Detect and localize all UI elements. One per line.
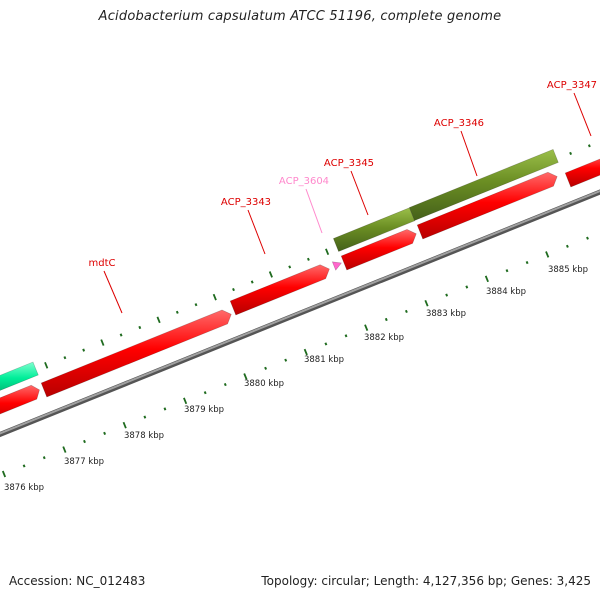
lower-tick bbox=[243, 373, 248, 380]
lower-tick bbox=[324, 342, 328, 346]
lower-tick bbox=[42, 456, 46, 460]
gene-label-acp3604[interactable]: ACP_3604 bbox=[279, 176, 329, 187]
upper-tick bbox=[250, 280, 254, 284]
lower-tick bbox=[505, 269, 509, 273]
lower-tick bbox=[565, 244, 569, 248]
upper-tick bbox=[194, 303, 198, 307]
coordinate-label: 3883 kbp bbox=[426, 309, 466, 319]
gene-label-acp3347[interactable]: ACP_3347 bbox=[547, 80, 597, 91]
coordinate-label: 3879 kbp bbox=[184, 405, 224, 415]
gene-feature-mdtc bbox=[40, 309, 232, 398]
lower-tick bbox=[465, 285, 469, 289]
upper-tick bbox=[82, 348, 86, 352]
gene-feature-cyan bbox=[0, 361, 39, 391]
lower-tick bbox=[223, 383, 227, 387]
gene-label-acp3345[interactable]: ACP_3345 bbox=[324, 158, 374, 169]
gene-feature-left bbox=[0, 384, 40, 415]
lower-tick bbox=[384, 317, 388, 322]
gene-label-acp3343[interactable]: ACP_3343 bbox=[221, 197, 271, 208]
upper-tick bbox=[232, 288, 235, 292]
lower-tick bbox=[22, 464, 26, 468]
lower-tick bbox=[303, 348, 308, 356]
coordinate-label: 3885 kbp bbox=[548, 265, 588, 275]
upper-tick bbox=[175, 310, 179, 314]
coordinate-label: 3880 kbp bbox=[244, 379, 284, 389]
lower-tick bbox=[484, 275, 489, 283]
lower-tick bbox=[62, 446, 67, 453]
coordinate-label: 3882 kbp bbox=[364, 333, 404, 343]
lower-tick-track bbox=[1, 236, 589, 478]
lower-tick bbox=[203, 391, 207, 395]
leader-line-acp3604 bbox=[305, 188, 323, 234]
accession-label: Accession: NC_012483 bbox=[9, 574, 146, 588]
lower-tick bbox=[545, 251, 550, 258]
lower-tick bbox=[183, 397, 188, 405]
coordinate-label: 3884 kbp bbox=[486, 287, 526, 297]
lower-tick bbox=[445, 293, 449, 297]
coordinate-label: 3877 kbp bbox=[64, 457, 104, 467]
lower-tick bbox=[103, 431, 107, 435]
gene-feature-acp3604 bbox=[331, 261, 342, 271]
upper-tick bbox=[119, 333, 123, 337]
lower-tick bbox=[163, 407, 167, 411]
upper-tick bbox=[325, 248, 330, 256]
lower-tick bbox=[344, 334, 348, 338]
upper-tick bbox=[306, 257, 310, 261]
lower-tick bbox=[122, 421, 127, 429]
lower-tick bbox=[1, 470, 7, 478]
upper-tick bbox=[268, 271, 273, 278]
gene-feature-olive-2 bbox=[409, 149, 559, 221]
genome-summary: Topology: circular; Length: 4,127,356 bp… bbox=[261, 574, 591, 588]
gene-label-acp3346[interactable]: ACP_3346 bbox=[434, 118, 484, 129]
lower-tick bbox=[83, 439, 86, 444]
upper-tick bbox=[569, 151, 573, 155]
leader-line-acp3345 bbox=[350, 170, 369, 216]
leader-line-acp3343 bbox=[247, 209, 266, 255]
gene-feature-olive-1 bbox=[333, 207, 416, 252]
upper-tick bbox=[63, 356, 67, 360]
upper-tick bbox=[100, 339, 105, 346]
upper-tick bbox=[288, 265, 292, 269]
coordinate-label: 3876 kbp bbox=[4, 483, 44, 493]
upper-tick bbox=[44, 361, 49, 369]
lower-tick bbox=[264, 366, 268, 370]
gene-features bbox=[0, 149, 600, 415]
gene-feature-acp3343 bbox=[229, 264, 330, 316]
coordinate-label: 3881 kbp bbox=[304, 355, 344, 365]
lower-tick bbox=[586, 236, 589, 240]
upper-tick bbox=[212, 293, 217, 301]
upper-tick bbox=[138, 325, 142, 330]
genome-backbone bbox=[0, 189, 600, 438]
gene-feature-acp3347 bbox=[564, 158, 600, 188]
gene-label-layer: mdtC ACP_3343 ACP_3604 ACP_3345 ACP_3346 ACP_… bbox=[89, 80, 597, 314]
lower-tick bbox=[143, 415, 147, 419]
lower-tick bbox=[284, 358, 288, 362]
coordinate-label: 3878 kbp bbox=[124, 431, 164, 441]
upper-tick bbox=[156, 316, 161, 324]
leader-line-acp3347 bbox=[573, 92, 592, 137]
lower-tick bbox=[424, 299, 429, 307]
lower-tick bbox=[364, 324, 369, 331]
leader-line-mdtc bbox=[103, 270, 123, 314]
coordinate-labels: 3876 kbp 3877 kbp 3878 kbp 3879 kbp 3880 kbp… bbox=[4, 265, 588, 493]
lower-tick bbox=[404, 309, 408, 313]
gene-feature-acp3346 bbox=[416, 171, 558, 240]
leader-line-acp3346 bbox=[460, 130, 478, 177]
lower-tick bbox=[525, 261, 529, 265]
gene-label-mdtc[interactable]: mdtC bbox=[89, 258, 116, 269]
gene-feature-acp3345 bbox=[340, 229, 417, 271]
map-title: Acidobacterium capsulatum ATCC 51196, co… bbox=[98, 9, 502, 24]
upper-tick bbox=[587, 144, 591, 148]
